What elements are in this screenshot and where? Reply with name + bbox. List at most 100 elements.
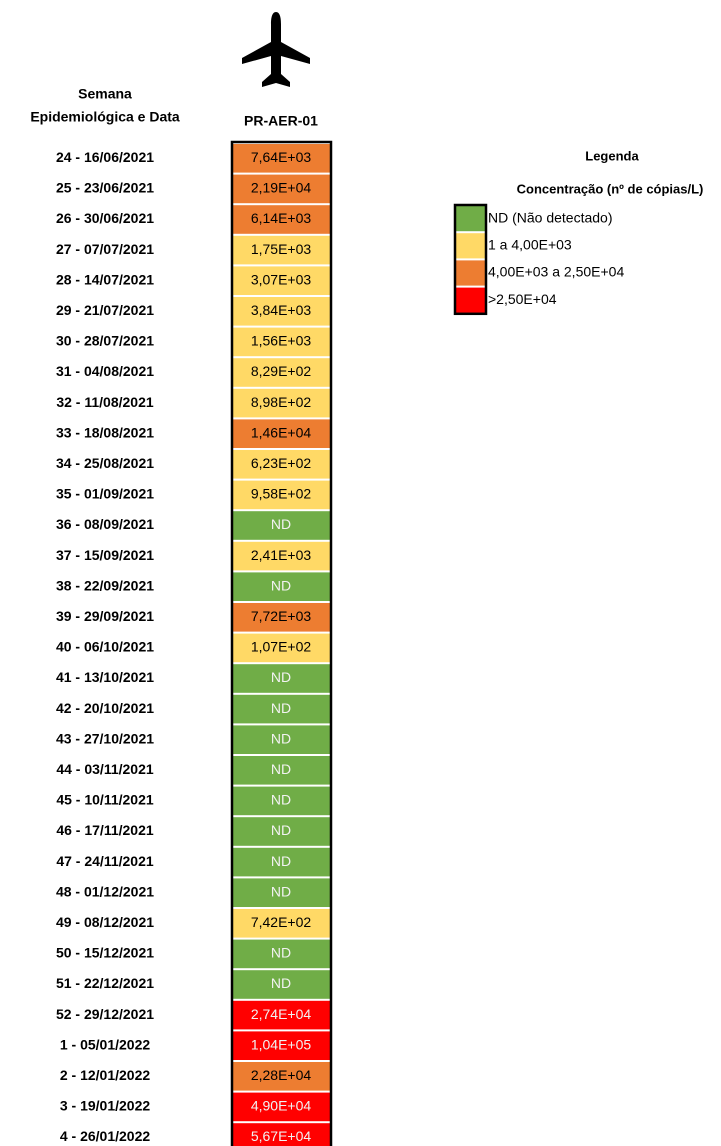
cell — [233, 450, 330, 479]
cell — [233, 541, 330, 571]
legend: ND (Não detectado) 1 a 4,00E+03 4,00E+03 a… — [453, 203, 624, 316]
cell — [233, 235, 330, 265]
cell-value: 2,41E+03 — [251, 547, 312, 563]
cell — [233, 664, 330, 693]
cell — [233, 878, 330, 907]
row-label: 30 - 28/07/2021 — [56, 333, 154, 349]
cell — [233, 205, 330, 234]
cell-value: 6,23E+02 — [251, 455, 312, 471]
cell — [233, 388, 330, 418]
row-label: 37 - 15/09/2021 — [56, 547, 154, 563]
cell-value: 6,14E+03 — [251, 210, 312, 226]
cell — [233, 174, 330, 204]
cell-value: ND — [271, 975, 291, 991]
cell — [233, 480, 330, 510]
cell-value: 1,75E+03 — [251, 241, 312, 257]
row-label: 31 - 04/08/2021 — [56, 363, 154, 379]
cell-value: 7,42E+02 — [251, 914, 312, 930]
row-label: 51 - 22/12/2021 — [56, 975, 154, 991]
row-label: 3 - 19/01/2022 — [60, 1098, 151, 1114]
cell — [233, 144, 330, 173]
row-label: 1 - 05/01/2022 — [60, 1036, 151, 1052]
legend-label: >2,50E+04 — [488, 291, 557, 307]
cell — [233, 939, 330, 969]
cell — [233, 909, 330, 938]
legend-swatch — [456, 287, 485, 313]
cell-value: ND — [271, 792, 291, 808]
row-label: 34 - 25/08/2021 — [56, 455, 154, 471]
row-label: 26 - 30/06/2021 — [56, 210, 154, 226]
row-label: 2 - 12/01/2022 — [60, 1067, 151, 1083]
row-label: 35 - 01/09/2021 — [56, 486, 154, 502]
cell-value: ND — [271, 883, 291, 899]
cell — [233, 603, 330, 632]
column-border — [230, 140, 333, 1146]
cell — [233, 756, 330, 785]
row-label: 41 - 13/10/2021 — [56, 669, 154, 685]
row-label: 44 - 03/11/2021 — [56, 761, 154, 777]
cell — [233, 847, 330, 877]
cell-value: ND — [271, 853, 291, 869]
cell-value: 1,04E+05 — [251, 1036, 312, 1052]
row-label: 27 - 07/07/2021 — [56, 241, 154, 257]
row-label: 46 - 17/11/2021 — [56, 822, 154, 838]
header-title: Epidemiológica e Data — [30, 109, 180, 125]
row-label: 4 - 26/01/2022 — [60, 1128, 151, 1144]
cell — [233, 1000, 330, 1030]
cell — [233, 511, 330, 540]
legend-label: 1 a 4,00E+03 — [488, 237, 572, 253]
row-label: 42 - 20/10/2021 — [56, 700, 154, 716]
row-label: 32 - 11/08/2021 — [56, 394, 154, 410]
cell — [233, 266, 330, 295]
legend-swatch — [456, 233, 485, 259]
cell — [233, 419, 330, 448]
legend-subtitle: Concentração (nº de cópias/L) — [517, 181, 704, 196]
cell-value: ND — [271, 822, 291, 838]
cell-value: 8,29E+02 — [251, 363, 312, 379]
cell-value: 3,84E+03 — [251, 302, 312, 318]
cell-value: 4,90E+04 — [251, 1098, 312, 1114]
row-label: 29 - 21/07/2021 — [56, 302, 154, 318]
cell-value: 5,67E+04 — [251, 1128, 312, 1144]
cell-value: 8,98E+02 — [251, 394, 312, 410]
header-title: Semana — [78, 86, 132, 102]
row-label: 43 - 27/10/2021 — [56, 730, 154, 746]
row-label: 47 - 24/11/2021 — [56, 853, 154, 869]
legend-border — [453, 203, 488, 316]
cell-value: 1,56E+03 — [251, 333, 312, 349]
cell — [233, 970, 330, 999]
cell-value: ND — [271, 669, 291, 685]
cell — [233, 297, 330, 326]
cell — [233, 358, 330, 387]
cell — [233, 1092, 330, 1122]
cell — [233, 633, 330, 663]
cell-value: 3,07E+03 — [251, 271, 312, 287]
row-label: 28 - 14/07/2021 — [56, 271, 154, 287]
airplane-icon — [242, 12, 310, 87]
legend-title: Legenda — [585, 148, 639, 163]
row-label: 49 - 08/12/2021 — [56, 914, 154, 930]
cell — [233, 725, 330, 754]
cell-value: ND — [271, 730, 291, 746]
row-label: 52 - 29/12/2021 — [56, 1006, 154, 1022]
cell-value: 9,58E+02 — [251, 486, 312, 502]
row-label: 38 - 22/09/2021 — [56, 577, 154, 593]
cell — [233, 817, 330, 846]
cell — [233, 1123, 330, 1146]
cell-value: ND — [271, 577, 291, 593]
cell-value: 2,28E+04 — [251, 1067, 312, 1083]
cell-value: ND — [271, 516, 291, 532]
cell — [233, 1062, 330, 1091]
row-label: 33 - 18/08/2021 — [56, 424, 154, 440]
cell — [233, 694, 330, 724]
legend-swatch — [456, 260, 485, 286]
legend-label: ND (Não detectado) — [488, 209, 613, 225]
cell-value: 1,07E+02 — [251, 639, 312, 655]
cell — [233, 786, 330, 816]
column-header: PR-AER-01 — [244, 113, 318, 129]
cell-value: ND — [271, 761, 291, 777]
cell-value: 7,72E+03 — [251, 608, 312, 624]
cell-value: 2,74E+04 — [251, 1006, 312, 1022]
cell — [233, 327, 330, 357]
